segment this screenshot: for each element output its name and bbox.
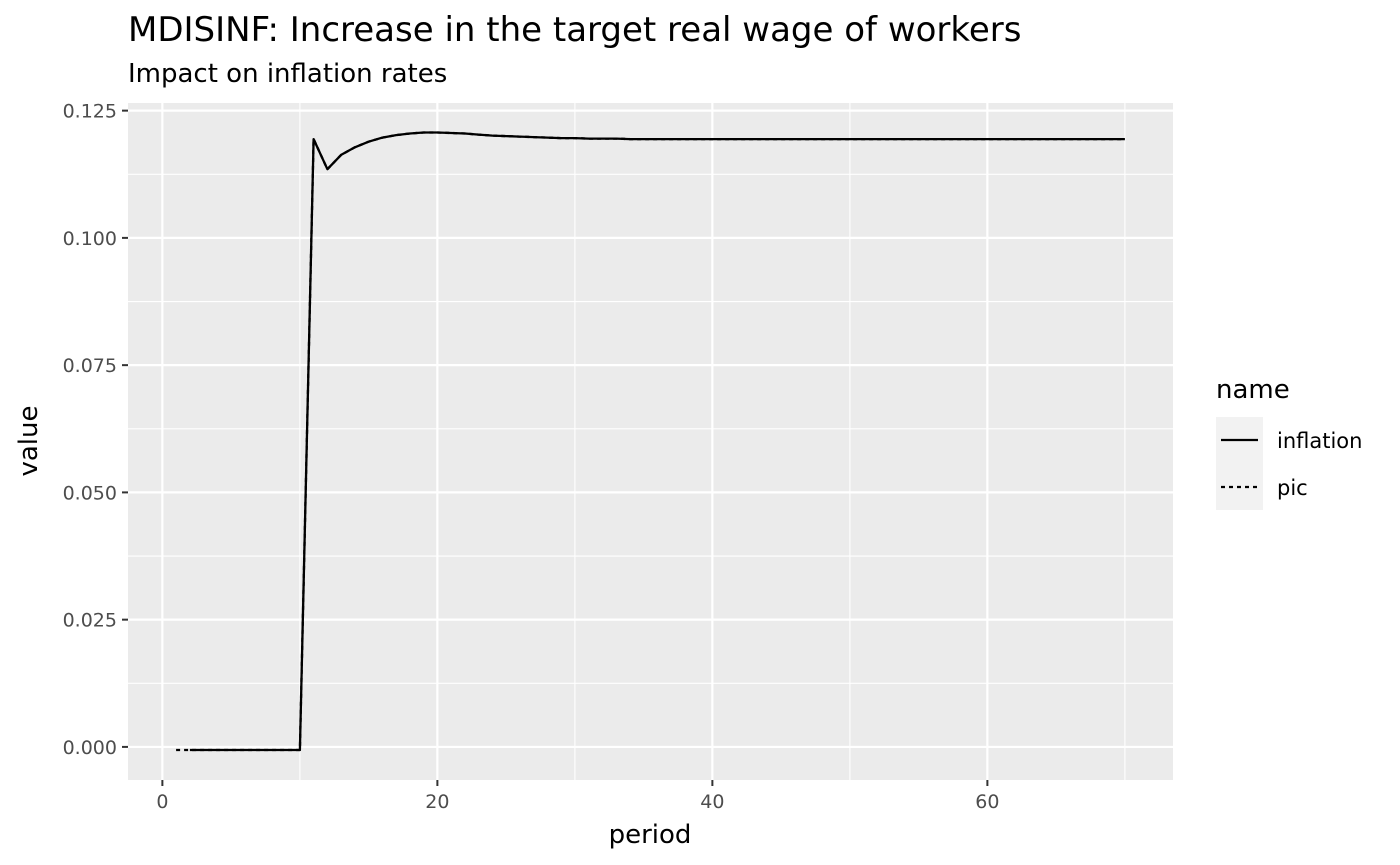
legend-label-inflation: inflation xyxy=(1277,429,1362,453)
x-tick-label: 60 xyxy=(975,791,999,813)
series-line-pic xyxy=(176,131,1125,752)
chart-subtitle: Impact on inflation rates xyxy=(128,59,447,89)
y-tick-label: 0.000 xyxy=(63,737,117,759)
y-tick-label: 0.050 xyxy=(63,482,117,504)
x-tick-label: 40 xyxy=(700,791,724,813)
x-tick-label: 0 xyxy=(156,791,168,813)
legend-key-background xyxy=(1216,417,1263,510)
legend: name inflation pic xyxy=(1216,375,1362,510)
y-tick-label: 0.075 xyxy=(63,355,117,377)
x-tick-label: 20 xyxy=(425,791,449,813)
legend-label-pic: pic xyxy=(1277,476,1308,500)
plot-panel xyxy=(128,103,1173,780)
axes: 0.000 0.025 0.050 0.075 0.100 0.125 0 20 40 60 xyxy=(63,101,1000,813)
y-tick-label: 0.125 xyxy=(63,101,117,123)
series-layer xyxy=(176,131,1125,752)
legend-title: name xyxy=(1216,375,1290,405)
y-tick-label: 0.100 xyxy=(63,228,117,250)
y-tick-label: 0.025 xyxy=(63,610,117,632)
chart-title: MDISINF: Increase in the target real wag… xyxy=(128,10,1022,50)
x-axis-title: period xyxy=(609,820,692,850)
y-axis-title: value xyxy=(14,405,44,476)
